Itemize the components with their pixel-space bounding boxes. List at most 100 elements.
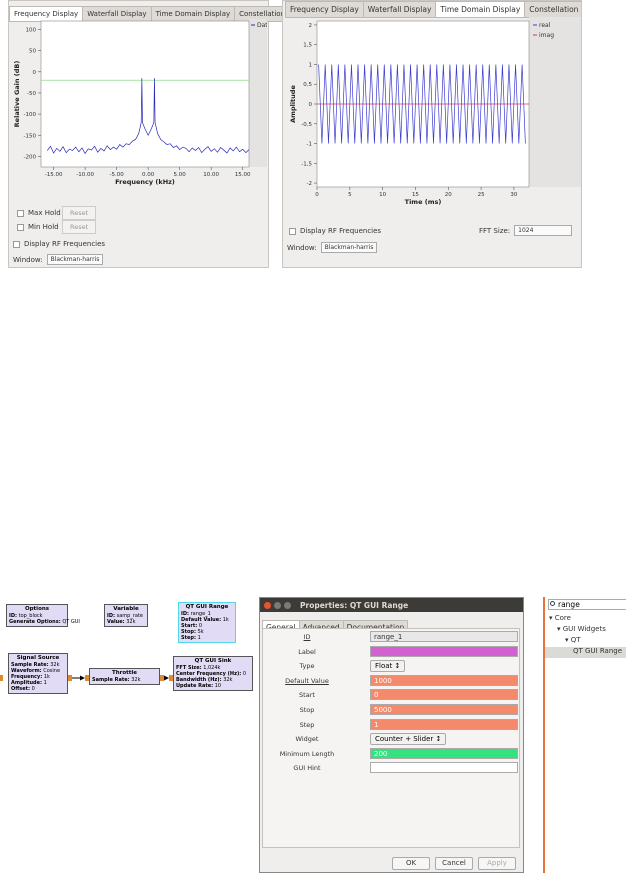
block-title: QT GUI Range (185, 604, 229, 610)
search-box[interactable]: range (548, 599, 626, 610)
window-button[interactable] (264, 601, 271, 609)
param-value: 1 (43, 680, 47, 686)
properties-dialog: Properties: QT GUI RangeGeneralAdvancedD… (259, 597, 524, 873)
x-tick-label: 30 (510, 192, 517, 198)
series-line (47, 78, 250, 155)
block-param: Start: 0 (181, 623, 233, 629)
block-param: Sample Rate: 32k (92, 677, 157, 683)
window-label: Window: (287, 243, 317, 252)
tab[interactable]: Constellation (524, 1, 581, 18)
y-tick-label: -2 (307, 181, 312, 187)
param-value: top_block (18, 613, 43, 619)
block-param: Update Rate: 10 (176, 683, 250, 689)
tree-label: QT (570, 636, 581, 644)
field-label: Type (299, 662, 315, 671)
param-value: 0 (198, 623, 203, 629)
tree-label: QT GUI Range (573, 647, 623, 655)
text-field[interactable]: 200 (370, 747, 518, 759)
text-field[interactable] (370, 645, 518, 657)
param-key: Center Frequency (Hz): (176, 671, 242, 677)
tree-item[interactable]: QT GUI Range (545, 647, 626, 658)
window-button[interactable] (284, 601, 291, 609)
block[interactable]: QT GUI Range ID: range_1 Default Value: 1k… (178, 602, 236, 643)
y-tick-label: -100 (24, 112, 37, 118)
x-tick-label: 10 (379, 192, 386, 198)
x-tick-label: 0 (315, 192, 319, 198)
x-tick-label: 25 (478, 192, 485, 198)
block-param: Value: 32k (107, 619, 145, 625)
tab[interactable]: Waterfall Display (362, 1, 437, 18)
port (68, 675, 72, 681)
param-value: QT GUI (62, 619, 80, 625)
dialog-button[interactable]: OK (392, 857, 430, 870)
dialog-button[interactable]: Cancel (435, 857, 473, 870)
combo[interactable]: Float ↕ (370, 660, 406, 673)
text-field[interactable]: range_1 (370, 631, 518, 642)
text-field[interactable]: 1 (370, 718, 518, 730)
rf-label: Display RF Frequencies (24, 240, 106, 248)
hold-label: Min Hold (28, 223, 59, 231)
checkbox[interactable] (13, 240, 20, 248)
time-plot: 21,510,50-0,5-1-1,5-20 5 10 15 20 25 30realima… (289, 17, 581, 206)
block-title: Options (24, 606, 50, 612)
legend-label: imag (539, 32, 554, 39)
window-combo[interactable]: Blackman-harris (46, 254, 104, 265)
param-key: Amplitude: (11, 680, 43, 686)
hold-label: Max Hold (28, 209, 61, 217)
fft-combo[interactable]: 1024 (514, 225, 573, 236)
text-field[interactable]: 5000 (370, 704, 518, 715)
reset-button[interactable]: Reset (62, 206, 97, 220)
search-icon (550, 601, 555, 606)
dialog-button[interactable]: Apply (478, 857, 516, 870)
y-tick-label: -200 (24, 154, 37, 160)
block[interactable]: Options ID: top_block Generate Options: QT… (6, 604, 80, 627)
reset-button[interactable]: Reset (62, 220, 97, 234)
param-key: FFT Size: (176, 665, 202, 671)
field-label: Step (299, 720, 315, 729)
y-tick-label: 50 (29, 49, 36, 55)
block[interactable]: QT GUI Sink FFT Size: 1,024k Center Freque… (173, 656, 253, 691)
block[interactable]: Throttle Sample Rate: 32k (89, 668, 160, 685)
param-value: 1 (197, 635, 201, 641)
block-title: QT GUI Sink (194, 658, 232, 664)
text-field[interactable]: 0 (370, 689, 518, 701)
y-tick-label: -150 (24, 133, 37, 139)
tab[interactable]: Time Domain Display (435, 1, 526, 18)
fft-row: FFT Size: 1024 (479, 225, 573, 236)
tab[interactable]: Frequency Display (285, 1, 364, 18)
dialog-title: Properties: QT GUI Range (300, 600, 409, 610)
combo[interactable]: Counter + Slider ↕ (370, 733, 447, 746)
param-value: 32k (50, 662, 60, 668)
hold-row: Min Hold Reset (17, 220, 97, 234)
block[interactable]: Variable ID: samp_rate Value: 32k (104, 604, 148, 627)
x-tick-label: 5.00 (174, 172, 187, 178)
checkbox[interactable] (17, 209, 24, 217)
tree-item[interactable]: ▾ GUI Widgets (557, 625, 606, 633)
param-value: 1k (222, 617, 229, 623)
frequency-plot: 100 50 0 -50 -100 -150 -200 -15.00 -10.00 -5.00 0.… (13, 19, 267, 186)
y-tick-label: 0,5 (303, 82, 312, 88)
x-tick-label: 20 (445, 192, 452, 198)
block-param: Amplitude: 1 (11, 680, 65, 686)
y-tick-label: -1,5 (301, 161, 312, 167)
field-label: Start (299, 691, 315, 700)
text-field[interactable]: 1000 (370, 674, 518, 686)
tree-item[interactable]: ▾ QT (565, 636, 581, 644)
param-value: 32k (131, 677, 141, 683)
y-tick-label: -1 (307, 142, 312, 148)
param-key: Generate Options: (9, 619, 61, 625)
window-button[interactable] (274, 601, 281, 609)
param-value: 1k (43, 674, 50, 680)
port (85, 675, 89, 681)
tree-label: Core (554, 614, 571, 622)
text-field[interactable] (370, 762, 518, 774)
y-axis-label: Amplitude (289, 85, 297, 123)
block[interactable]: Signal Source Sample Rate: 32k Waveform: C… (8, 653, 68, 694)
block-title: Signal Source (16, 655, 60, 661)
fft-label: FFT Size: (479, 226, 511, 235)
window-combo[interactable]: Blackman-harris (320, 242, 378, 253)
block-param: Generate Options: QT GUI (9, 619, 80, 625)
checkbox[interactable] (289, 227, 296, 235)
tree-item[interactable]: ▾ Core (549, 614, 571, 622)
checkbox[interactable] (17, 223, 24, 231)
